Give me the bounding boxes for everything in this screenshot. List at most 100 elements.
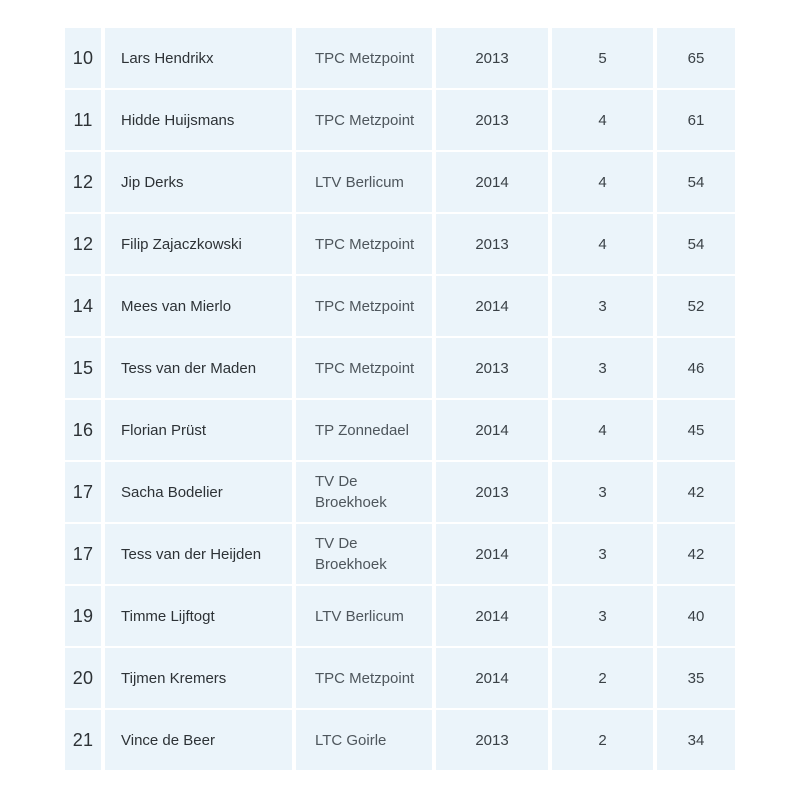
year-value: 2014	[475, 421, 509, 439]
club-name: TPC Metzpoint	[315, 235, 415, 253]
year-value: 2013	[475, 111, 509, 129]
rank-value: 19	[72, 605, 94, 626]
year-value: 2014	[475, 669, 509, 687]
player-name-cell: Jip Derks	[105, 152, 292, 212]
points-value: 42	[687, 483, 705, 501]
year-value: 2013	[475, 235, 509, 253]
club-name: LTV Berlicum	[315, 607, 404, 625]
count-value: 3	[598, 607, 607, 625]
rank-cell: 14	[65, 276, 101, 336]
points-value: 61	[687, 111, 705, 129]
count-cell: 4	[552, 400, 653, 460]
rank-cell: 19	[65, 586, 101, 646]
count-cell: 3	[552, 462, 653, 522]
points-cell: 54	[657, 214, 735, 274]
count-value: 4	[598, 421, 607, 439]
year-value: 2014	[475, 297, 509, 315]
club-cell: TV De Broekhoek	[296, 524, 432, 584]
rank-cell: 21	[65, 710, 101, 770]
year-cell: 2014	[436, 400, 548, 460]
rank-cell: 17	[65, 462, 101, 522]
rank-cell: 12	[65, 214, 101, 274]
player-name-cell: Timme Lijftogt	[105, 586, 292, 646]
rank-cell: 12	[65, 152, 101, 212]
player-name: Florian Prüst	[121, 421, 207, 439]
points-value: 45	[687, 421, 705, 439]
player-name: Tijmen Kremers	[121, 669, 227, 687]
points-cell: 65	[657, 28, 735, 88]
count-value: 2	[598, 669, 607, 687]
year-cell: 2013	[436, 214, 548, 274]
count-value: 3	[598, 545, 607, 563]
player-name: Tess van der Maden	[121, 359, 257, 377]
points-value: 52	[687, 297, 705, 315]
club-name: TPC Metzpoint	[315, 49, 415, 67]
club-name: TV De Broekhoek	[315, 473, 387, 511]
player-name: Tess van der Heijden	[121, 545, 262, 563]
year-cell: 2013	[436, 462, 548, 522]
year-cell: 2013	[436, 28, 548, 88]
points-cell: 35	[657, 648, 735, 708]
count-cell: 4	[552, 90, 653, 150]
count-value: 3	[598, 359, 607, 377]
club-cell: LTV Berlicum	[296, 152, 432, 212]
year-value: 2014	[475, 173, 509, 191]
year-cell: 2014	[436, 586, 548, 646]
club-cell: TPC Metzpoint	[296, 90, 432, 150]
club-name: TPC Metzpoint	[315, 111, 415, 129]
points-value: 54	[687, 235, 705, 253]
rank-cell: 15	[65, 338, 101, 398]
club-name: TP Zonnedael	[315, 421, 409, 439]
ranking-table: 10 Lars Hendrikx TPC Metzpoint 2013 5 65…	[65, 28, 735, 770]
player-name: Vince de Beer	[121, 731, 215, 749]
player-name-cell: Tijmen Kremers	[105, 648, 292, 708]
club-cell: TPC Metzpoint	[296, 648, 432, 708]
club-cell: TPC Metzpoint	[296, 28, 432, 88]
rank-value: 10	[72, 47, 94, 68]
player-name: Filip Zajaczkowski	[121, 235, 242, 253]
player-name-cell: Lars Hendrikx	[105, 28, 292, 88]
player-name: Lars Hendrikx	[121, 49, 214, 67]
points-value: 46	[687, 359, 705, 377]
count-value: 4	[598, 173, 607, 191]
count-value: 4	[598, 111, 607, 129]
count-cell: 3	[552, 338, 653, 398]
count-cell: 4	[552, 214, 653, 274]
points-cell: 40	[657, 586, 735, 646]
count-cell: 4	[552, 152, 653, 212]
points-value: 42	[687, 545, 705, 563]
points-cell: 46	[657, 338, 735, 398]
club-cell: LTV Berlicum	[296, 586, 432, 646]
player-name-cell: Filip Zajaczkowski	[105, 214, 292, 274]
rank-value: 15	[72, 357, 94, 378]
count-cell: 5	[552, 28, 653, 88]
year-cell: 2013	[436, 338, 548, 398]
points-value: 35	[687, 669, 705, 687]
player-name: Mees van Mierlo	[121, 297, 232, 315]
club-cell: TV De Broekhoek	[296, 462, 432, 522]
count-cell: 3	[552, 276, 653, 336]
points-cell: 61	[657, 90, 735, 150]
club-name: TPC Metzpoint	[315, 297, 415, 315]
rank-value: 20	[72, 667, 94, 688]
rank-value: 14	[72, 295, 94, 316]
player-name-cell: Florian Prüst	[105, 400, 292, 460]
count-value: 2	[598, 731, 607, 749]
year-value: 2014	[475, 607, 509, 625]
player-name: Sacha Bodelier	[121, 483, 223, 501]
points-cell: 42	[657, 524, 735, 584]
count-cell: 3	[552, 586, 653, 646]
count-value: 5	[598, 49, 607, 67]
player-name: Timme Lijftogt	[121, 607, 215, 625]
count-value: 3	[598, 297, 607, 315]
points-value: 40	[687, 607, 705, 625]
year-cell: 2013	[436, 710, 548, 770]
club-name: TPC Metzpoint	[315, 359, 415, 377]
points-cell: 54	[657, 152, 735, 212]
rank-cell: 20	[65, 648, 101, 708]
rank-cell: 17	[65, 524, 101, 584]
year-cell: 2014	[436, 276, 548, 336]
player-name-cell: Mees van Mierlo	[105, 276, 292, 336]
points-cell: 52	[657, 276, 735, 336]
year-cell: 2014	[436, 152, 548, 212]
